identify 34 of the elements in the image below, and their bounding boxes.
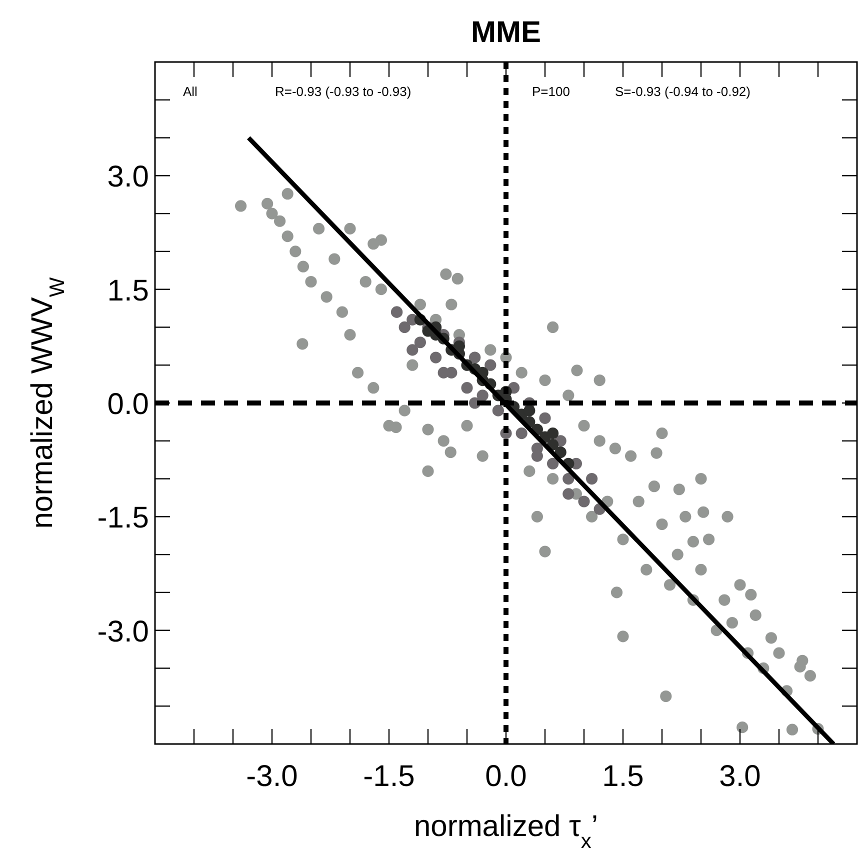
point: [461, 382, 473, 394]
annotation: P=100: [532, 84, 570, 99]
point: [406, 344, 418, 356]
point: [476, 390, 488, 402]
point: [554, 446, 566, 458]
y-tick-label: -3.0: [97, 615, 149, 648]
point: [484, 359, 496, 371]
point: [524, 404, 536, 416]
point: [414, 336, 426, 348]
annotation: All: [183, 84, 198, 99]
point: [562, 488, 574, 500]
point: [430, 352, 442, 364]
point: [547, 458, 559, 470]
annotation: R=-0.93 (-0.93 to -0.93): [275, 84, 412, 99]
point: [562, 472, 574, 485]
y-tick-label: 0.0: [107, 388, 149, 421]
point: [492, 404, 504, 416]
x-tick-label: 0.0: [485, 760, 527, 793]
annotation: S=-0.93 (-0.94 to -0.92): [615, 84, 750, 99]
point: [578, 496, 590, 508]
x-tick-label: 3.0: [719, 760, 761, 793]
y-tick-label: 1.5: [107, 274, 149, 308]
x-tick-label: -3.0: [246, 760, 298, 793]
point: [539, 412, 551, 424]
x-tick-label: 1.5: [602, 760, 644, 793]
x-axis-title: normalized τ$_{x}$’: [414, 810, 598, 848]
point: [516, 428, 528, 440]
y-tick-label: -1.5: [97, 502, 149, 535]
point: [586, 472, 598, 485]
point: [547, 428, 559, 440]
x-tick-label: -1.5: [363, 760, 415, 793]
point: [398, 321, 410, 334]
chart-title: MME: [471, 16, 541, 49]
y-tick-label: 3.0: [107, 160, 149, 194]
